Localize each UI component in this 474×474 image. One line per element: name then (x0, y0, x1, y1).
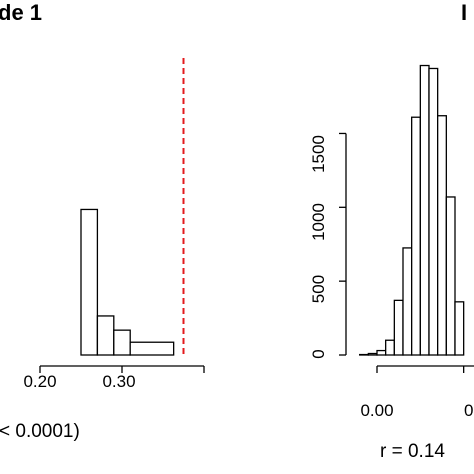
left-x-axis (39, 365, 205, 373)
right-x-tick-label-1: 0.1 (464, 401, 474, 420)
right-bar-10 (445, 196, 456, 356)
left-bar-0 (80, 208, 99, 356)
right-panel-title: I (461, 0, 467, 25)
right-y-tick-labels: 0 500 1000 1500 (309, 135, 328, 359)
left-panel-title: de 1 (0, 0, 42, 25)
right-bar-5 (402, 247, 413, 356)
right-bar-2 (376, 349, 387, 356)
right-x-axis (376, 365, 474, 373)
left-bar-2 (113, 329, 131, 356)
left-bar-1 (96, 315, 115, 356)
left-bars (80, 208, 175, 356)
right-y-tick-label-0: 0 (309, 349, 328, 358)
left-panel: de 1 0.20 0.30 < 0.0001) (0, 0, 205, 442)
right-y-axis (339, 132, 347, 356)
left-x-tick-label-0: 0.20 (23, 372, 56, 391)
right-bar-8 (428, 67, 439, 356)
left-annotation: < 0.0001) (0, 421, 80, 442)
left-x-tick-label-1: 0.30 (102, 372, 135, 391)
right-bar-1 (367, 352, 378, 356)
right-bar-7 (419, 64, 430, 356)
right-bar-9 (437, 115, 447, 356)
left-bar-3 (129, 341, 175, 356)
right-panel: I 0 500 1000 1500 0.00 0.1 r = 0.14 (309, 0, 474, 462)
right-bar-6 (411, 116, 421, 356)
right-y-tick-label-2: 1000 (309, 203, 328, 241)
right-y-tick-label-3: 1500 (309, 135, 328, 173)
right-bar-3 (385, 339, 395, 356)
right-bars (359, 64, 465, 356)
right-bar-4 (393, 299, 404, 356)
right-y-tick-label-1: 500 (309, 275, 328, 303)
right-bar-11 (454, 301, 465, 356)
right-annotation: r = 0.14 (380, 441, 445, 462)
right-x-tick-label-0: 0.00 (360, 401, 393, 420)
